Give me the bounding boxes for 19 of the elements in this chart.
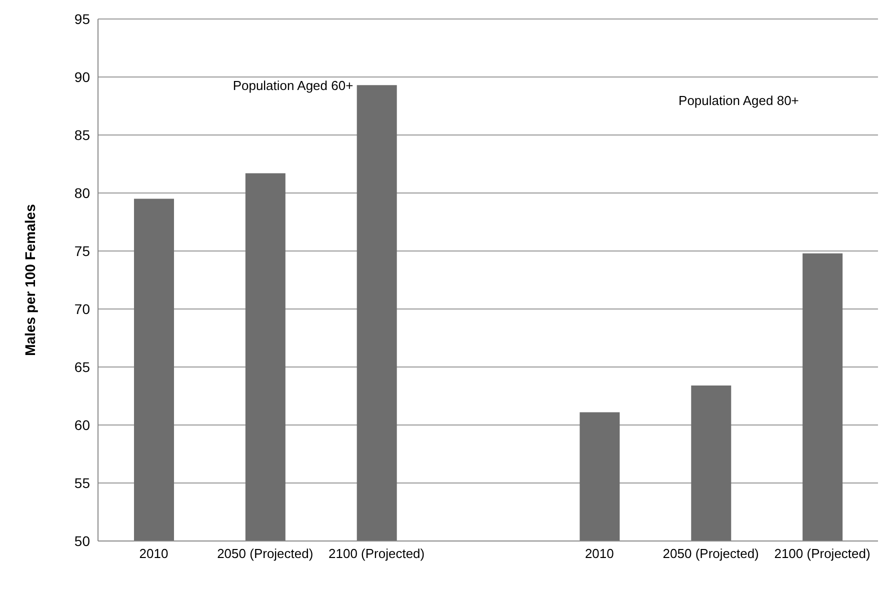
x-tick-label: 2050 (Projected) — [217, 546, 314, 562]
x-tick-label: 2010 — [584, 546, 614, 562]
y-axis-title: Males per 100 Females — [22, 204, 38, 356]
x-tick-label: 2050 (Projected) — [662, 546, 759, 562]
y-tick-label: 80 — [74, 184, 90, 201]
x-tick-label: 2010 — [139, 546, 168, 562]
annotation: Population Aged 60+ — [232, 78, 354, 93]
y-tick-label: 85 — [74, 126, 90, 143]
x-tick-label: 2100 (Projected) — [328, 546, 425, 562]
y-tick-label: 65 — [74, 358, 90, 375]
x-tick-label: 2100 (Projected) — [774, 546, 870, 562]
y-tick-label: 60 — [74, 416, 90, 433]
y-tick-label: 50 — [74, 532, 90, 549]
annotation: Population Aged 80+ — [678, 93, 800, 108]
y-tick-label: 95 — [74, 10, 90, 27]
y-tick-label: 75 — [74, 242, 90, 259]
y-tick-label: 90 — [74, 68, 90, 85]
y-tick-label: 70 — [74, 300, 90, 317]
y-tick-label: 55 — [74, 474, 90, 491]
